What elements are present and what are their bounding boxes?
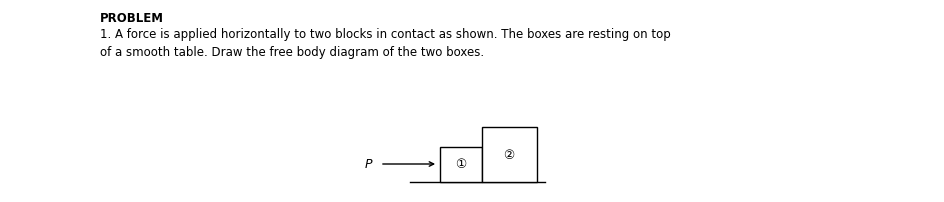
Text: ②: ②: [503, 149, 514, 162]
Bar: [481, 127, 536, 182]
Text: of a smooth table. Draw the free body diagram of the two boxes.: of a smooth table. Draw the free body di…: [100, 46, 483, 59]
Text: PROBLEM: PROBLEM: [100, 12, 164, 25]
Text: P: P: [364, 158, 372, 171]
Text: ①: ①: [455, 158, 466, 171]
Text: 1. A force is applied horizontally to two blocks in contact as shown. The boxes : 1. A force is applied horizontally to tw…: [100, 28, 670, 41]
Bar: [440, 147, 481, 182]
